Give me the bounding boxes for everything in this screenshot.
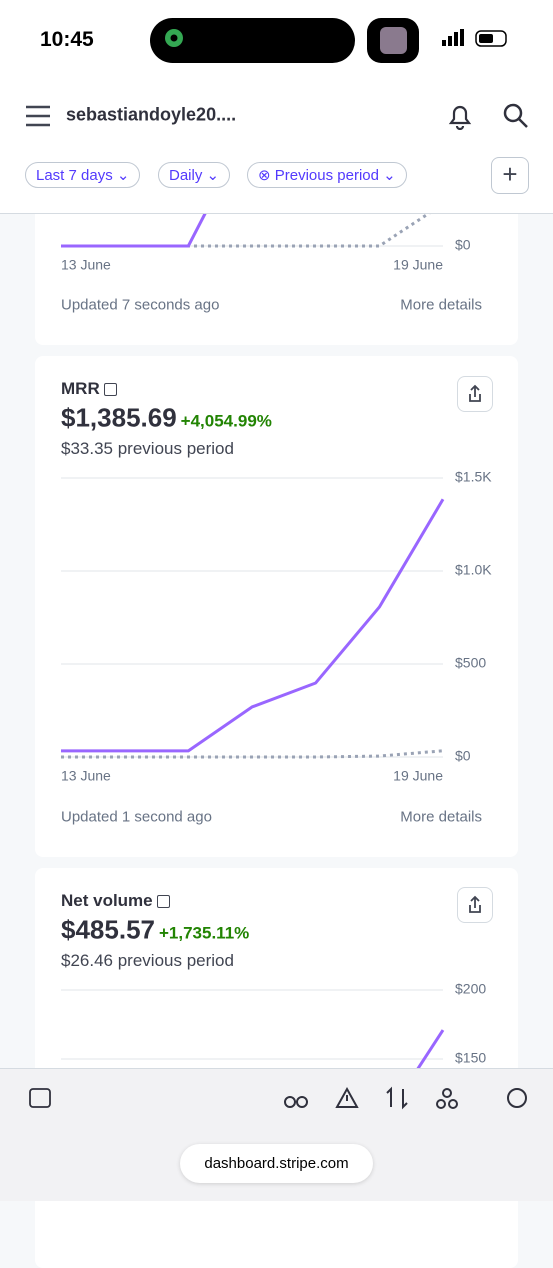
toolbar-icons	[29, 1086, 527, 1110]
search-button[interactable]	[502, 102, 530, 130]
y-tick-label: $0	[455, 748, 471, 764]
chip-label: Previous period	[274, 167, 379, 184]
series-line	[61, 749, 444, 759]
info-icon[interactable]	[104, 383, 118, 397]
menu-button[interactable]	[25, 104, 51, 128]
chip-label: Daily	[169, 167, 203, 184]
warning-icon[interactable]	[335, 1086, 359, 1108]
previous: $26.46 previous period	[61, 951, 234, 970]
clock: 10:45	[40, 28, 94, 51]
url: dashboard.stripe.com	[204, 1155, 349, 1172]
top-bar: 10:45 sebastiandoyle20.... Last 7 days ⌄…	[0, 0, 553, 214]
y-tick-label: $500	[455, 655, 486, 671]
share-icon	[469, 895, 481, 913]
share-button[interactable]	[457, 376, 493, 412]
live-activity	[367, 18, 419, 63]
info-icon[interactable]	[157, 895, 171, 909]
chip-label: Last 7 days	[36, 167, 113, 184]
collapse-icon[interactable]	[507, 1088, 527, 1108]
x-tick-label: 13 June	[61, 257, 111, 273]
add-button[interactable]: +	[491, 157, 529, 194]
metric-change: +1,735.11%	[158, 923, 250, 943]
webhook-icon[interactable]	[448, 1099, 458, 1109]
metric-value: $485.57	[61, 914, 155, 945]
title-text: Net volume	[61, 891, 153, 910]
filter-chip[interactable]: Daily ⌄	[158, 162, 231, 188]
notifications-button[interactable]	[446, 102, 474, 130]
updated: Updated 1 second ago	[61, 808, 212, 826]
y-tick-label: $1.5K	[455, 469, 492, 485]
metric: $485.57 +1,735.11%	[61, 915, 249, 946]
y-tick-label: $0	[455, 237, 471, 253]
share-icon	[469, 384, 481, 402]
y-tick-label: $1.0K	[455, 562, 492, 578]
x-tick-label: 19 June	[393, 257, 443, 273]
metric-change: +4,054.99%	[180, 411, 272, 431]
page: Updated 7 seconds ago More details MRR $…	[0, 0, 553, 1200]
share-button[interactable]	[457, 887, 493, 923]
console-icon[interactable]	[29, 1088, 51, 1108]
x-tick-label: 13 June	[61, 768, 111, 784]
y-tick-label: $200	[455, 981, 486, 997]
maps-icon	[165, 29, 183, 47]
card: MRR $1,385.69 +4,054.99% $33.35 previous …	[35, 356, 518, 857]
thumbnail	[380, 27, 407, 54]
binoculars-icon[interactable]	[296, 1096, 308, 1108]
transfer-icon[interactable]	[386, 1086, 408, 1110]
y-tick-label: $150	[455, 1050, 486, 1066]
webhook-icon[interactable]	[442, 1088, 452, 1098]
card-title: Net volume	[61, 891, 171, 911]
browser-toolbar: dashboard.stripe.com	[0, 1068, 553, 1201]
x-tick-label: 19 June	[393, 768, 443, 784]
metric: $1,385.69 +4,054.99%	[61, 403, 272, 434]
previous: $33.35 previous period	[61, 439, 234, 458]
binoculars-icon[interactable]	[284, 1096, 296, 1108]
metric-value: $1,385.69	[61, 402, 177, 433]
url-bar[interactable]: dashboard.stripe.com	[180, 1144, 373, 1183]
title-text: MRR	[61, 379, 100, 398]
more-details[interactable]: More details	[400, 808, 482, 826]
card-title: MRR	[61, 379, 118, 399]
filter-chip[interactable]: Last 7 days ⌄	[25, 162, 141, 188]
status-icons	[442, 29, 507, 47]
filter-chip[interactable]: ⊗ Previous period ⌄	[247, 162, 407, 188]
more-details[interactable]: More details	[400, 296, 482, 314]
dynamic-island	[150, 18, 355, 63]
account-name[interactable]: sebastiandoyle20....	[66, 104, 237, 125]
webhook-icon[interactable]	[436, 1099, 446, 1109]
series-line	[61, 498, 445, 753]
updated: Updated 7 seconds ago	[61, 296, 220, 314]
